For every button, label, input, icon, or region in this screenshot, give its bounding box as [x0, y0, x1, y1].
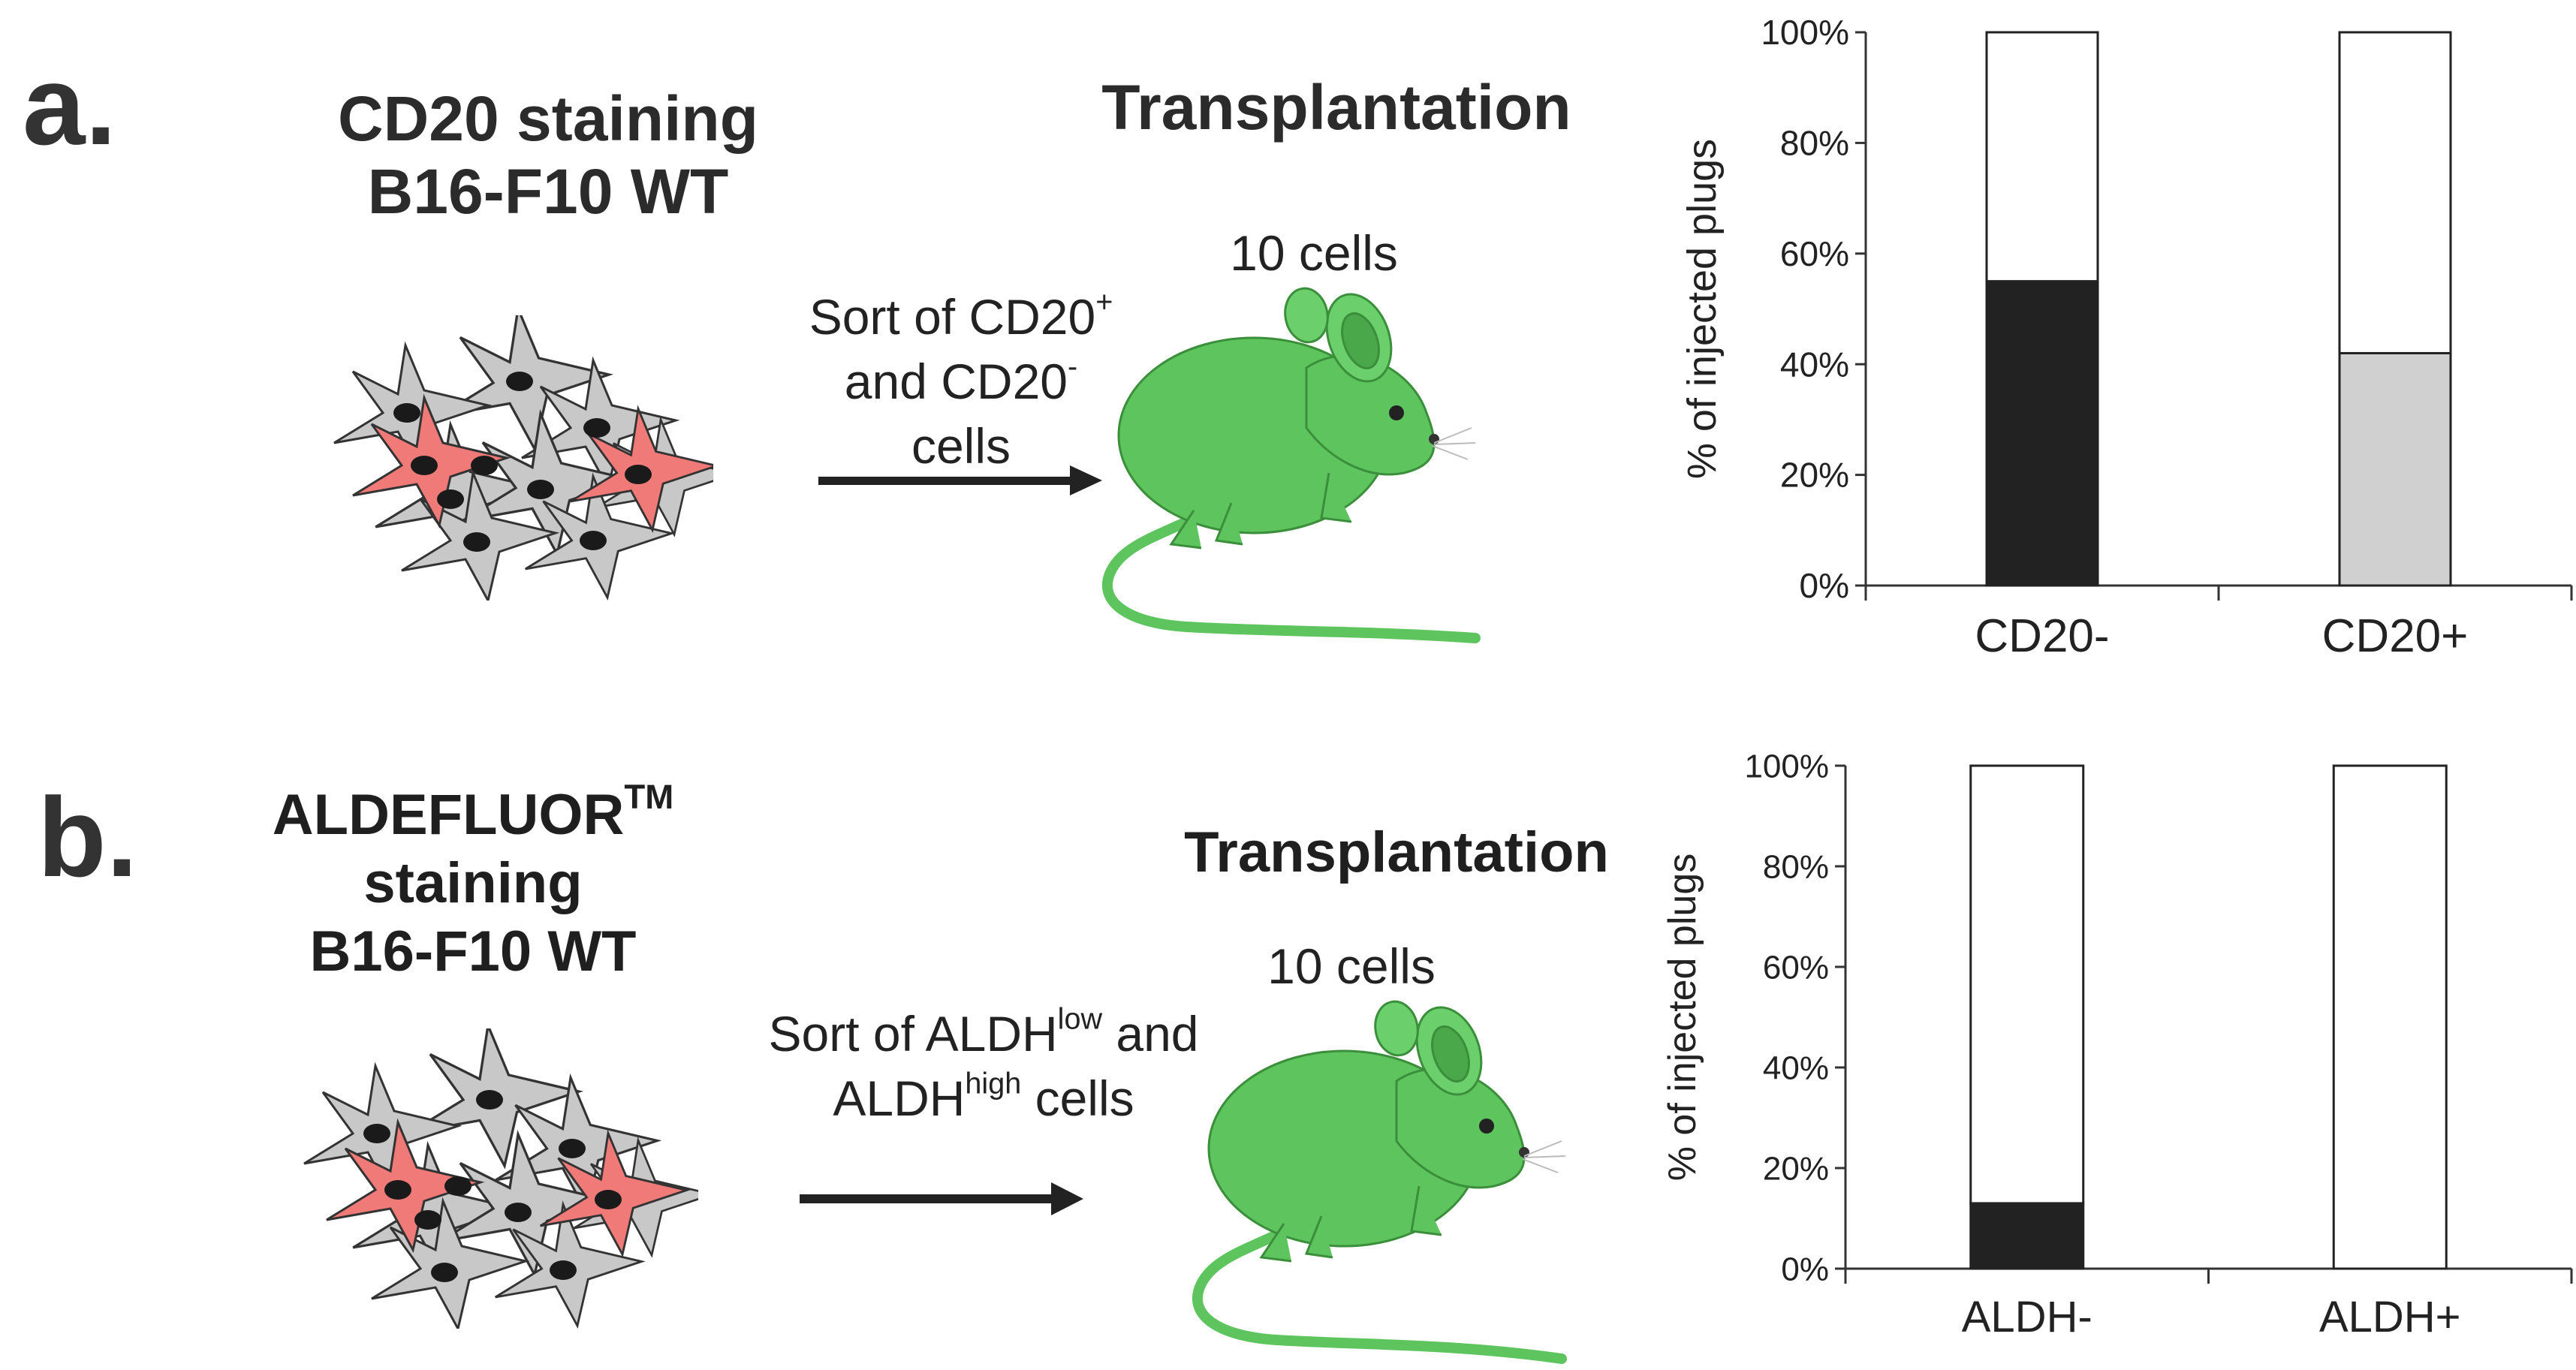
y-tick-label: 0%	[1781, 1251, 1829, 1287]
panel-b-sort-line2b: cells	[1021, 1070, 1134, 1126]
panel-a-transplant-title: Transplantation	[1101, 72, 1571, 143]
bar-segment	[2332, 764, 2448, 1270]
bar-segment	[1985, 280, 2099, 587]
panel-b-title-line3: B16-F10 WT	[309, 920, 637, 984]
category-label: CD20-	[1975, 610, 2109, 662]
panel-a-sort-line2: and CD20	[844, 353, 1068, 409]
bar-segment	[1969, 1202, 2085, 1270]
panel-b-sort-sup2: high	[965, 1067, 1022, 1101]
panel-a-sort-line1: Sort of CD20	[809, 289, 1096, 345]
panel-a-sort-sup2: -	[1068, 350, 1078, 384]
mouse-eye-icon	[1389, 405, 1404, 420]
panel-a-sort-sup1: +	[1095, 285, 1113, 319]
y-tick-label: 100%	[1761, 13, 1849, 52]
panel-b-sort-line2a: ALDH	[833, 1070, 966, 1126]
y-tick-label: 20%	[1780, 456, 1849, 495]
panel-a-arrow	[818, 465, 1102, 495]
panel-b-transplant-title: Transplantation	[1184, 820, 1609, 884]
panel-a-title-line2: B16-F10 WT	[367, 155, 729, 227]
y-axis-label: % of injected plugs	[1680, 139, 1725, 479]
panel-a-cell-count: 10 cells	[1230, 225, 1398, 281]
category-label: CD20+	[2322, 610, 2469, 662]
mouse-eye-icon	[1479, 1119, 1494, 1134]
panel-b-cell-cluster	[303, 1028, 698, 1329]
y-tick-label: 100%	[1744, 748, 1829, 784]
bar-segment	[2338, 31, 2452, 354]
panel-b-sort-text: Sort of ALDHlow and ALDHhigh cells	[676, 1002, 1291, 1131]
panel-b-cell-count: 10 cells	[1267, 938, 1436, 994]
panel-b-sort-line1b: and	[1102, 1006, 1199, 1061]
bar-segment	[1969, 764, 2085, 1205]
panel-a-title-line1: CD20 staining	[337, 83, 759, 154]
panel-a-sort-text: Sort of CD20+ and CD20- cells	[751, 285, 1171, 478]
y-tick-label: 40%	[1780, 345, 1849, 384]
panel-b-sort-sup1: low	[1057, 1002, 1103, 1036]
y-tick-label: 60%	[1763, 949, 1829, 986]
y-tick-label: 60%	[1780, 234, 1849, 273]
category-label: ALDH+	[2319, 1293, 2461, 1341]
y-axis-label: % of injected plugs	[1661, 854, 1704, 1182]
y-tick-label: 0%	[1800, 566, 1849, 605]
y-tick-label: 80%	[1780, 124, 1849, 163]
panel-a-sort-line3: cells	[911, 417, 1011, 474]
y-tick-label: 40%	[1763, 1049, 1829, 1086]
panel-a-cell-cluster	[333, 315, 713, 601]
bar-segment	[1985, 31, 2099, 283]
bar-segment	[2338, 351, 2452, 587]
panel-a-title: CD20 staining B16-F10 WT	[285, 83, 811, 227]
panel-b-arrow	[800, 1182, 1083, 1215]
panel-b-title-sup: TM	[624, 777, 674, 816]
panel-b-mouse	[1192, 1000, 1567, 1364]
panel-b-sort-line1a: Sort of ALDH	[768, 1006, 1058, 1061]
panel-b-letter: b.	[38, 774, 138, 900]
panel-b-title-line2: staining	[363, 851, 583, 916]
category-label: ALDH-	[1962, 1293, 2092, 1341]
y-tick-label: 80%	[1763, 848, 1829, 885]
chart-a: 0% 20% 40% 60% 80% 100% % of injected plugs CD2…	[1680, 13, 2573, 662]
panel-b-title-line1: ALDEFLUOR	[272, 783, 625, 847]
chart-b: 0% 20% 40% 60% 80% 100% % of injected plugs ALD…	[1661, 748, 2573, 1341]
y-tick-label: 20%	[1763, 1150, 1829, 1187]
panel-a-letter: a.	[23, 42, 117, 168]
panel-b-title: ALDEFLUORTM staining B16-F10 WT	[225, 777, 721, 986]
panel-a-mouse	[1102, 287, 1481, 643]
